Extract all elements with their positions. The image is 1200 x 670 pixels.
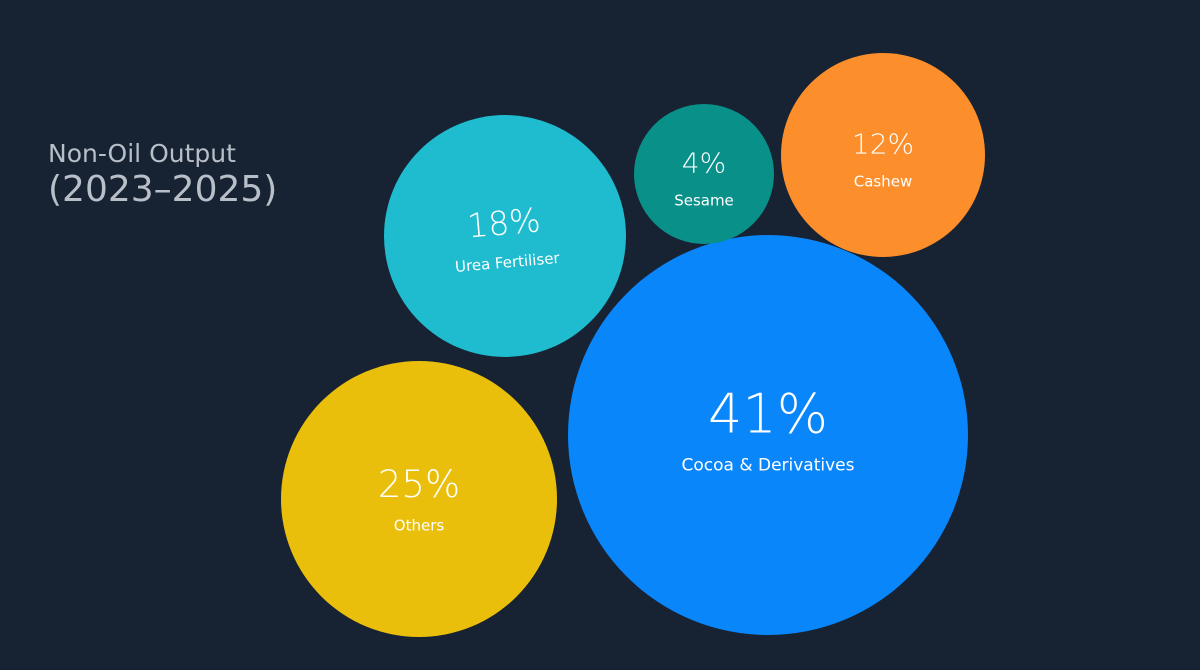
chart-title-line1: Non-Oil Output bbox=[48, 139, 236, 168]
bubble-label-sesame: Sesame bbox=[674, 192, 734, 210]
bubble-circle-urea-fertiliser bbox=[384, 115, 626, 357]
bubble-value-sesame: 4% bbox=[682, 147, 726, 180]
bubble-circle-cashew bbox=[781, 53, 985, 257]
bubble-value-others: 25% bbox=[378, 463, 460, 506]
bubble-circle-others bbox=[281, 361, 557, 637]
bubble-circle-sesame bbox=[634, 104, 774, 244]
chart-title: Non-Oil Output (2023–2025) bbox=[48, 140, 277, 209]
bubble-label-cashew: Cashew bbox=[854, 173, 912, 191]
bubble-cocoa-and-derivatives: 41% Cocoa & Derivatives bbox=[568, 235, 968, 635]
bubble-urea-fertiliser: 18%Urea Fertiliser bbox=[384, 115, 626, 357]
bubble-label-others: Others bbox=[394, 517, 445, 535]
bubble-value-urea-fertiliser: 18% bbox=[466, 200, 542, 245]
bubble-sesame: 4% Sesame bbox=[634, 104, 774, 244]
bubble-others: 25% Others bbox=[281, 361, 557, 637]
bubble-cashew: 12% Cashew bbox=[781, 53, 985, 257]
bubble-value-cocoa-and-derivatives: 41% bbox=[708, 382, 828, 445]
bubble-label-cocoa-and-derivatives: Cocoa & Derivatives bbox=[681, 456, 854, 476]
chart-title-line2: (2023–2025) bbox=[48, 168, 278, 210]
bubble-value-cashew: 12% bbox=[852, 128, 914, 161]
bubble-circle-cocoa-and-derivatives bbox=[568, 235, 968, 635]
